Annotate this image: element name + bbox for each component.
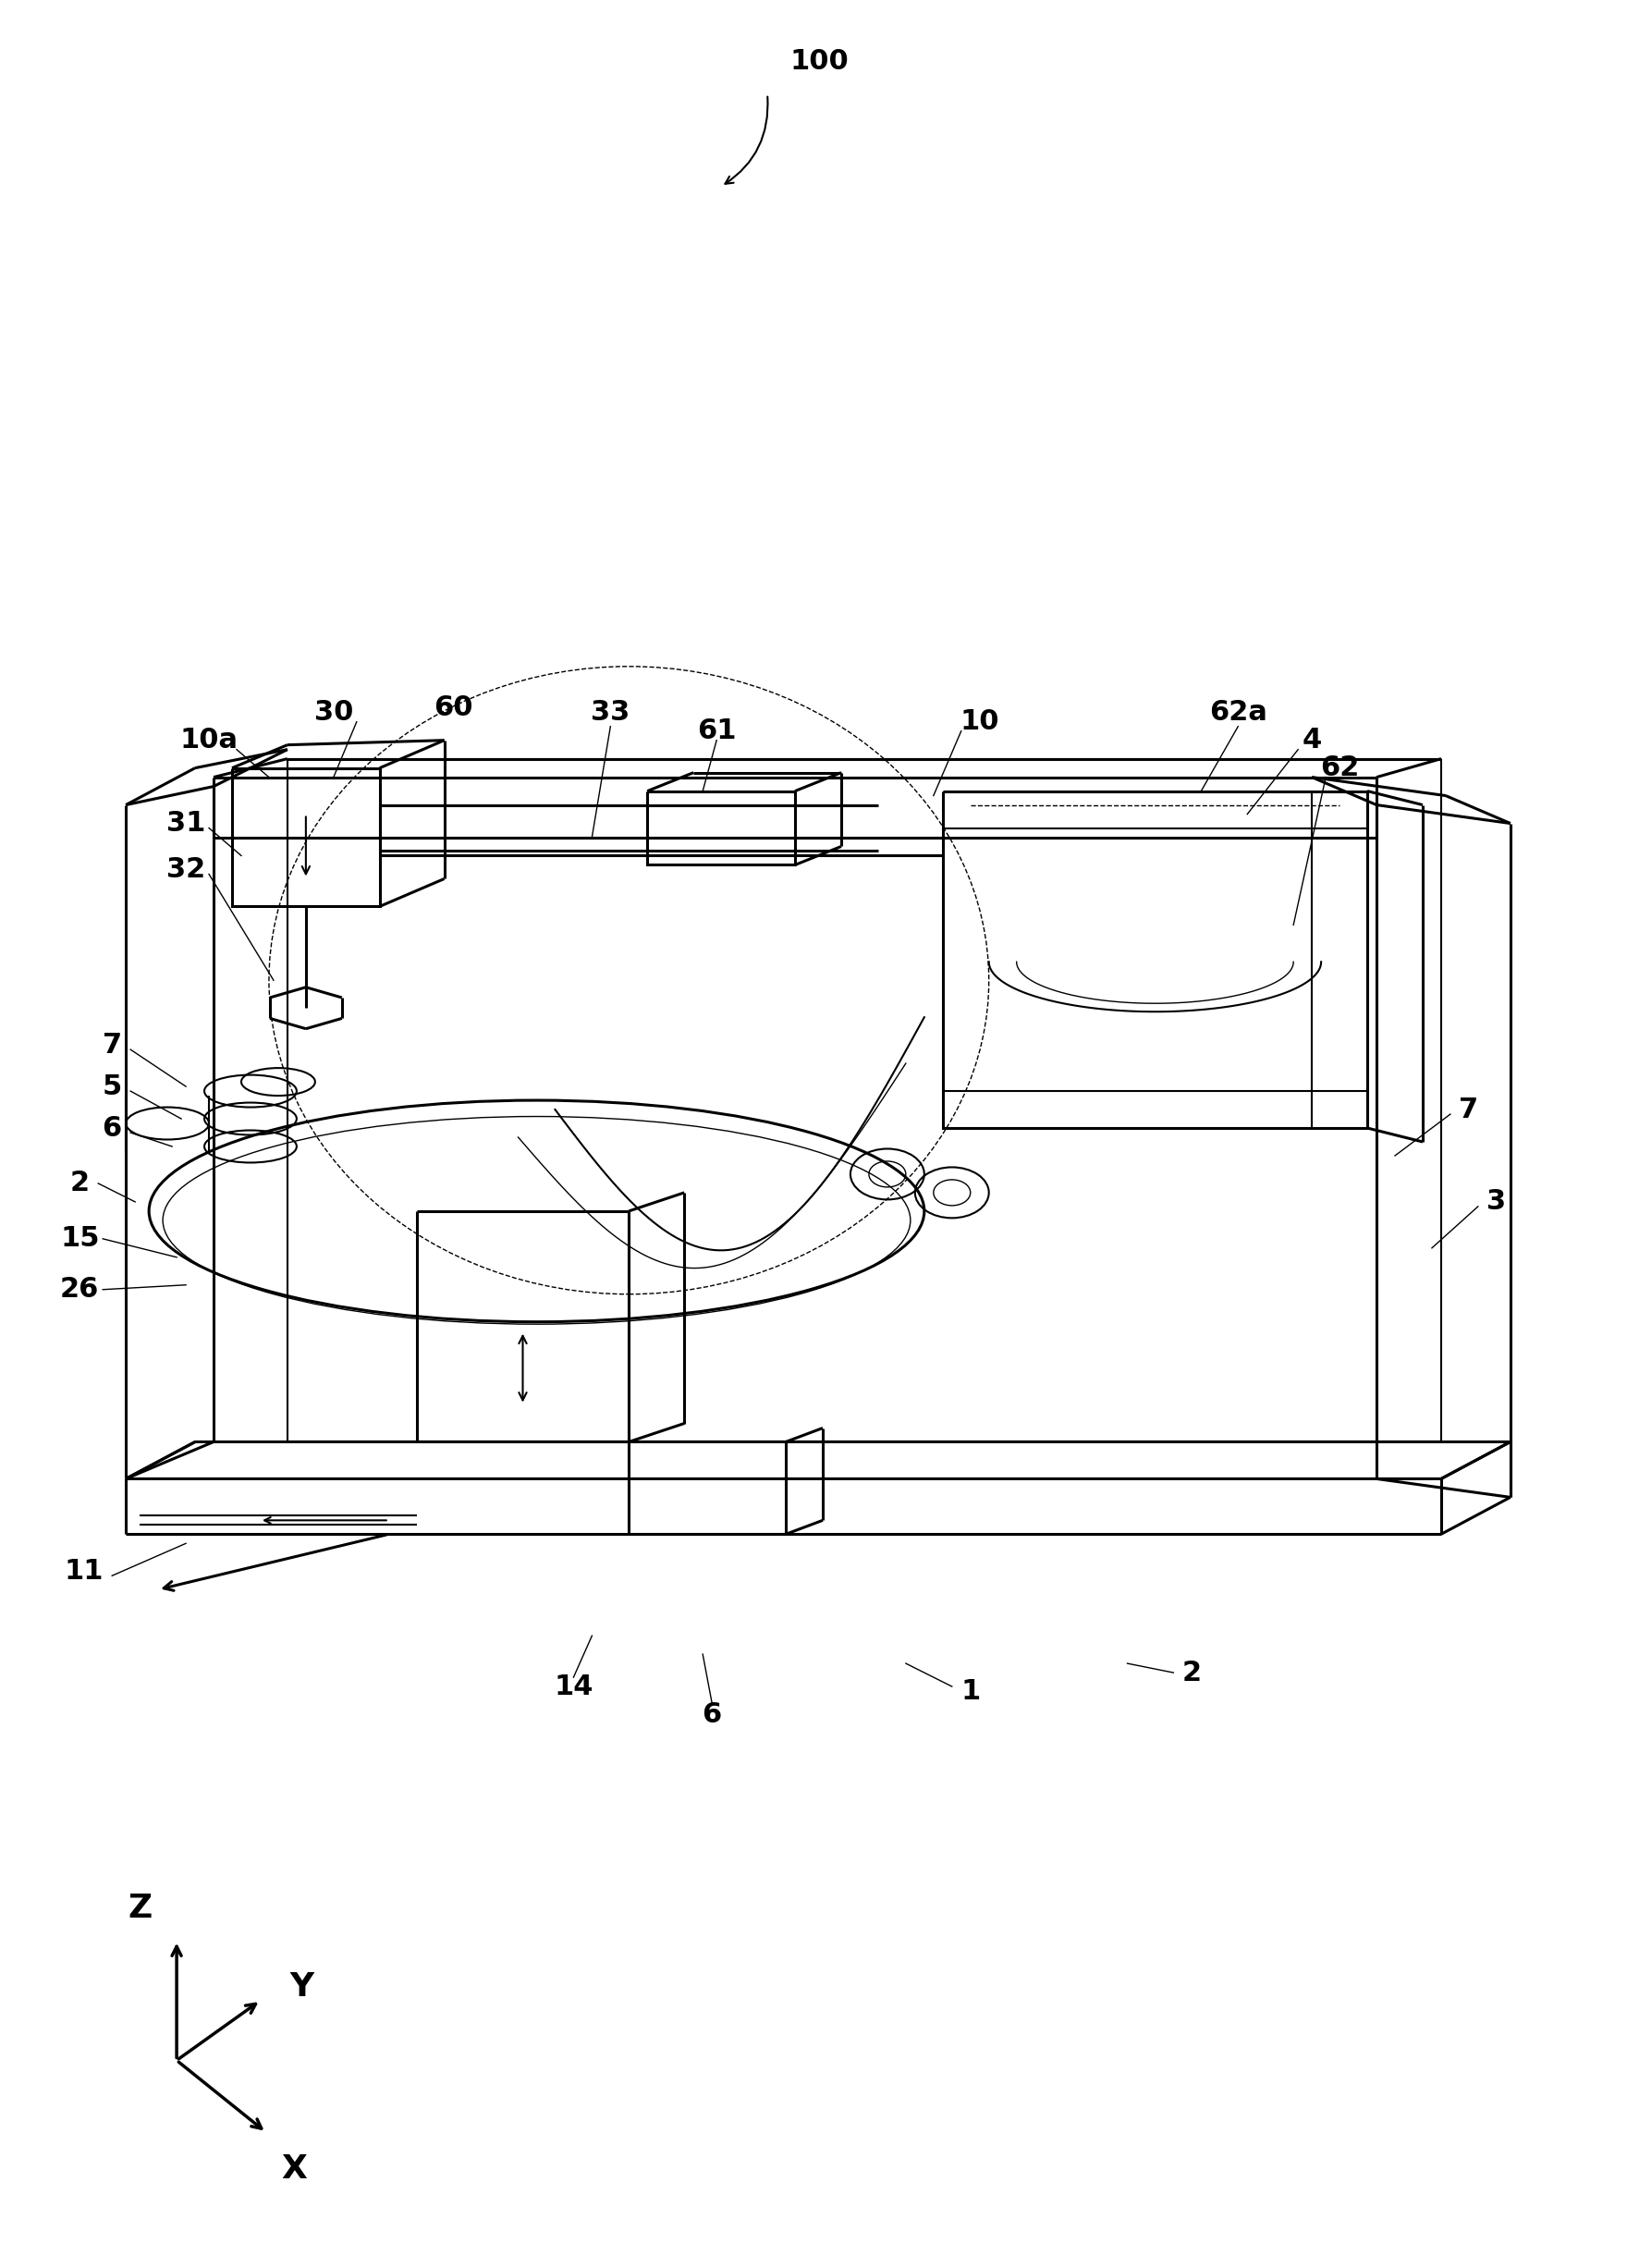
- Text: 7: 7: [1459, 1095, 1478, 1123]
- Text: 6: 6: [102, 1114, 121, 1141]
- Text: 10: 10: [960, 708, 1000, 735]
- Text: 100: 100: [790, 48, 849, 75]
- Text: 4: 4: [1301, 726, 1321, 753]
- Text: 31: 31: [166, 810, 205, 837]
- Text: 61: 61: [697, 717, 736, 744]
- Text: Y: Y: [290, 1971, 315, 2003]
- Text: 15: 15: [61, 1225, 100, 1252]
- Text: 26: 26: [61, 1277, 100, 1302]
- Text: 33: 33: [592, 699, 629, 726]
- Text: X: X: [280, 2155, 306, 2184]
- Text: 7: 7: [102, 1032, 121, 1059]
- Text: Z: Z: [128, 1892, 152, 1923]
- Text: 10a: 10a: [180, 726, 238, 753]
- Text: 30: 30: [315, 699, 352, 726]
- Text: 6: 6: [701, 1701, 721, 1728]
- Text: 11: 11: [64, 1558, 103, 1585]
- Text: 62a: 62a: [1210, 699, 1267, 726]
- Text: 32: 32: [166, 855, 205, 882]
- Text: 5: 5: [102, 1073, 121, 1100]
- Text: 60: 60: [434, 694, 474, 721]
- Text: 2: 2: [70, 1170, 90, 1198]
- Text: 14: 14: [554, 1674, 593, 1701]
- Text: 3: 3: [1487, 1188, 1506, 1216]
- Text: 2: 2: [1182, 1660, 1201, 1685]
- Text: 1: 1: [960, 1678, 980, 1706]
- Text: 62: 62: [1319, 755, 1359, 782]
